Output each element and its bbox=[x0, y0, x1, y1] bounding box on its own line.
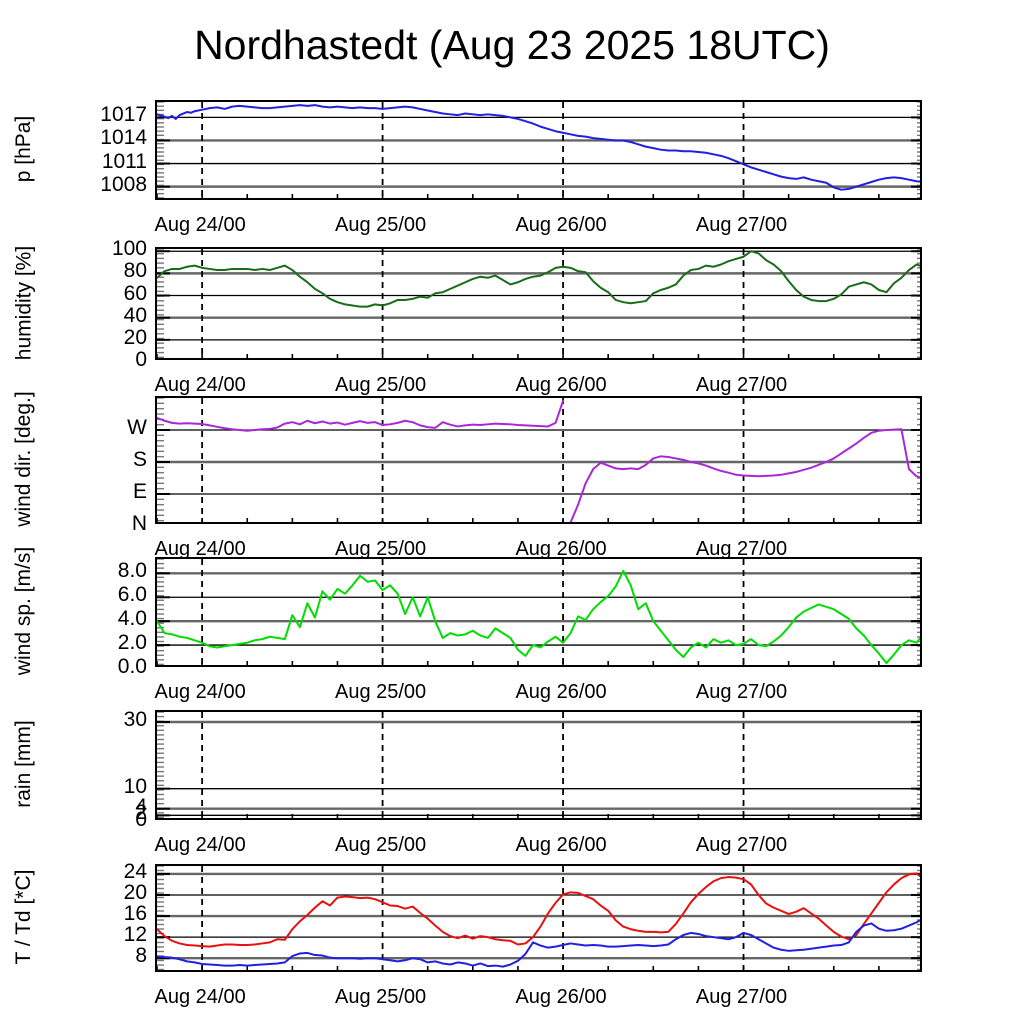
xtick-label: Aug 25/00 bbox=[334, 214, 427, 236]
yaxis-label-temperature: T / Td [*C] bbox=[12, 869, 35, 965]
page-title: Nordhastedt (Aug 23 2025 18UTC) bbox=[194, 22, 830, 68]
plot-svg-temperature bbox=[157, 866, 920, 970]
ytick-label-humidity: 100 bbox=[111, 237, 147, 261]
xtick-label: Aug 26/00 bbox=[515, 986, 607, 1008]
xtick-label: Aug 24/00 bbox=[154, 681, 246, 703]
xtick-label: Aug 25/00 bbox=[334, 681, 427, 703]
xtick-label: Aug 24/00 bbox=[154, 986, 246, 1008]
ytick-label-pressure: 1017 bbox=[100, 103, 147, 127]
xtick-label: Aug 27/00 bbox=[695, 681, 788, 703]
ytick-label-wind_direction: S bbox=[132, 448, 147, 471]
plot-svg-pressure bbox=[157, 102, 920, 198]
plot-area-wind_speed bbox=[155, 557, 922, 667]
xtick-label: Aug 25/00 bbox=[334, 538, 427, 560]
yaxis-label-wind_speed: wind sp. [m/s] bbox=[12, 546, 35, 676]
yaxis-label-humidity: humidity [%] bbox=[12, 245, 35, 360]
ytick-label-wind_direction: W bbox=[127, 416, 147, 439]
xtick-label: Aug 25/00 bbox=[334, 374, 427, 396]
ytick-label-wind_speed: 8.0 bbox=[117, 559, 147, 583]
plot-area-temperature bbox=[155, 864, 922, 972]
xtick-label: Aug 27/00 bbox=[695, 986, 788, 1008]
series-line-humidity bbox=[157, 250, 920, 308]
ytick-label-rain: 10 bbox=[123, 774, 147, 798]
yaxis-label-wind_direction: wind dir. [deg.] bbox=[12, 391, 35, 527]
plot-area-humidity bbox=[155, 247, 922, 360]
ytick-label-wind_speed: 2.0 bbox=[117, 631, 147, 655]
ytick-label-humidity: 80 bbox=[123, 259, 147, 283]
ytick-label-rain: 2 bbox=[135, 801, 147, 825]
ytick-label-humidity: 0 bbox=[135, 348, 147, 371]
ytick-label-wind_speed: 4.0 bbox=[117, 607, 147, 631]
yaxis-label-pressure: p [hPa] bbox=[12, 115, 35, 183]
xtick-label: Aug 27/00 bbox=[695, 214, 788, 236]
ytick-label-humidity: 60 bbox=[123, 281, 147, 305]
xtick-label: Aug 24/00 bbox=[154, 834, 246, 856]
plot-svg-humidity bbox=[157, 249, 920, 358]
series-line-td bbox=[157, 919, 920, 968]
ytick-label-pressure: 1008 bbox=[100, 172, 147, 196]
series-line-t bbox=[157, 872, 920, 948]
ytick-label-rain: 30 bbox=[123, 708, 147, 731]
xtick-label: Aug 24/00 bbox=[154, 214, 246, 236]
plot-area-pressure bbox=[155, 100, 922, 200]
yaxis-label-rain: rain [mm] bbox=[12, 720, 35, 808]
ytick-label-wind_direction: E bbox=[132, 480, 147, 503]
xtick-label: Aug 27/00 bbox=[695, 374, 788, 396]
xtick-label: Aug 26/00 bbox=[515, 538, 607, 560]
xtick-label: Aug 24/00 bbox=[154, 374, 246, 396]
xtick-label: Aug 27/00 bbox=[695, 834, 788, 856]
ytick-label-rain: 0 bbox=[135, 808, 147, 831]
xtick-label: Aug 26/00 bbox=[515, 214, 607, 236]
xtick-label: Aug 26/00 bbox=[515, 834, 607, 856]
series-line-p bbox=[157, 104, 920, 191]
xtick-label: Aug 26/00 bbox=[515, 681, 607, 703]
plot-svg-wind_direction bbox=[157, 398, 920, 522]
xtick-label: Aug 26/00 bbox=[515, 374, 607, 396]
ytick-label-humidity: 20 bbox=[123, 325, 147, 349]
ytick-label-pressure: 1014 bbox=[100, 126, 147, 150]
ytick-label-wind_speed: 0.0 bbox=[117, 655, 147, 678]
ytick-label-wind_direction: N bbox=[131, 512, 147, 535]
ytick-label-temperature: 12 bbox=[123, 923, 147, 947]
series-line-windsp bbox=[157, 569, 920, 665]
xtick-label: Aug 27/00 bbox=[695, 538, 788, 560]
xtick-label: Aug 25/00 bbox=[334, 834, 427, 856]
ytick-label-rain: 4 bbox=[135, 794, 147, 818]
plot-svg-wind_speed bbox=[157, 559, 920, 665]
ytick-label-pressure: 1011 bbox=[101, 149, 147, 173]
ytick-label-temperature: 16 bbox=[123, 902, 147, 926]
xtick-label: Aug 24/00 bbox=[154, 538, 246, 560]
ytick-label-wind_speed: 6.0 bbox=[117, 583, 147, 607]
plot-area-wind_direction bbox=[155, 396, 922, 524]
plot-area-rain bbox=[155, 710, 922, 820]
ytick-label-temperature: 20 bbox=[123, 880, 147, 904]
xtick-label: Aug 25/00 bbox=[334, 986, 427, 1008]
ytick-label-humidity: 40 bbox=[123, 303, 147, 327]
plot-svg-rain bbox=[157, 712, 920, 818]
series-line-winddir bbox=[157, 399, 920, 522]
ytick-label-temperature: 24 bbox=[123, 859, 147, 883]
ytick-label-temperature: 8 bbox=[135, 944, 147, 968]
